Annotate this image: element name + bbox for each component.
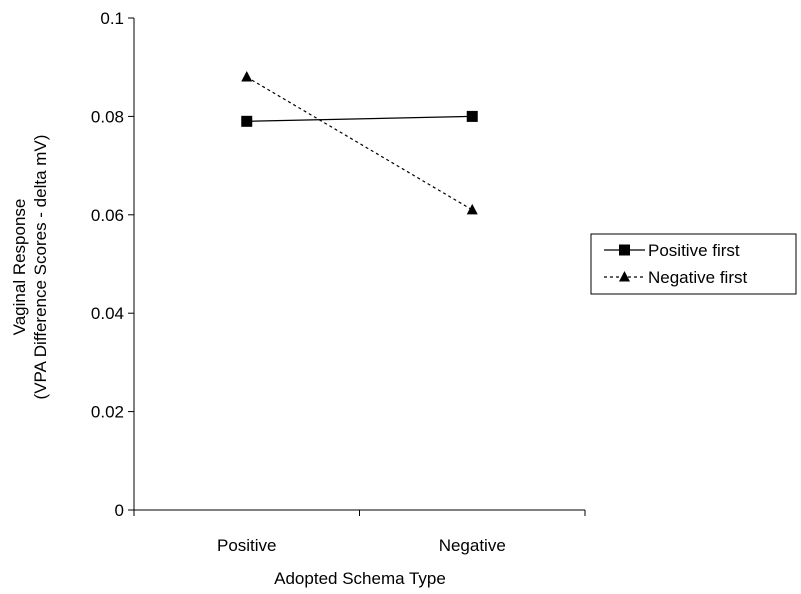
x-axis: Positive Negative: [133, 509, 586, 555]
legend-marker: [619, 244, 630, 256]
data-point: [241, 115, 253, 127]
y-axis-title-line-1: Vaginal Response: [10, 199, 29, 336]
y-tick-label: 0.06: [91, 206, 124, 225]
series-line: [246, 76, 473, 211]
data-point: [241, 71, 253, 82]
legend-item-2: Negative first: [604, 268, 747, 287]
y-axis: 0 0.02 0.04 0.06 0.08 0.1: [91, 9, 135, 520]
legend-marker: [619, 271, 630, 282]
x-tick-label: Positive: [217, 536, 277, 555]
series-line: [246, 115, 473, 122]
legend: Positive first Negative first: [590, 233, 797, 295]
y-tick-label: 0: [115, 501, 124, 520]
data-point: [466, 203, 478, 215]
y-tick-label: 0.08: [91, 107, 124, 126]
series-2: [241, 71, 478, 215]
y-tick-label: 0.04: [91, 304, 124, 323]
y-tick-label: 0.02: [91, 403, 124, 422]
series-layer: [241, 71, 478, 215]
y-axis-title-line-2: (VPA Difference Scores - delta mV): [31, 135, 50, 400]
x-tick-label: Negative: [439, 536, 506, 555]
y-tick-label: 0.1: [100, 9, 124, 28]
legend-item-1: Positive first: [604, 241, 740, 260]
legend-label: Negative first: [648, 268, 747, 287]
series-1: [241, 110, 478, 127]
x-axis-title: Adopted Schema Type: [274, 569, 446, 588]
data-point: [466, 110, 478, 122]
legend-label: Positive first: [648, 241, 740, 260]
legend-box: [590, 233, 797, 295]
